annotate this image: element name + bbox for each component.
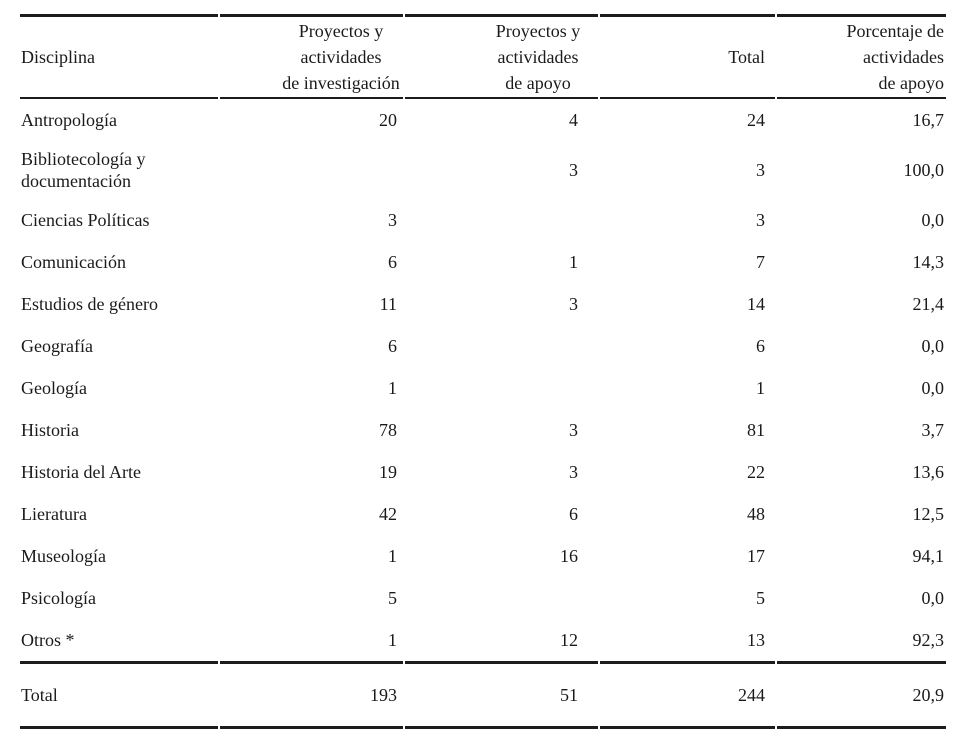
cell-total-apoyo: 51 xyxy=(405,661,598,729)
cell-investigacion: 1 xyxy=(388,378,397,398)
cell-investigacion: 42 xyxy=(379,504,397,524)
table-row-geografia: Geografía 6 6 0,0 xyxy=(20,325,946,367)
cell-disciplina: Historia xyxy=(21,420,79,440)
cell-disciplina: Museología xyxy=(21,546,106,566)
cell-investigacion xyxy=(220,141,403,199)
table-row-total: Total 193 51 244 20,9 xyxy=(20,661,946,729)
cell-porcentaje: 0,0 xyxy=(921,588,945,608)
cell-total: 5 xyxy=(756,588,765,608)
cell-porcentaje: 3,7 xyxy=(921,420,945,440)
cell-porcentaje: 94,1 xyxy=(912,546,945,566)
cell-apoyo: 16 xyxy=(560,546,578,566)
cell-total: 13 xyxy=(747,630,765,650)
cell-total: 6 xyxy=(756,336,765,356)
cell-disciplina: Geografía xyxy=(21,336,93,356)
cell-total: 24 xyxy=(747,110,765,130)
table-header: Disciplina Proyectos y actividades de in… xyxy=(20,14,946,99)
cell-porcentaje: 0,0 xyxy=(921,378,945,398)
cell-disciplina: Psicología xyxy=(21,588,96,608)
cell-porcentaje: 14,3 xyxy=(912,252,945,272)
cell-total: 3 xyxy=(756,160,765,180)
cell-apoyo: 3 xyxy=(569,294,578,314)
cell-investigacion: 6 xyxy=(388,336,397,356)
cell-apoyo: 4 xyxy=(569,110,578,130)
cell-disciplina: Bibliotecología y documentación xyxy=(21,149,146,191)
disciplines-table: Disciplina Proyectos y actividades de in… xyxy=(18,14,948,729)
cell-total: 14 xyxy=(747,294,765,314)
cell-total-total: 244 xyxy=(600,661,775,729)
column-header-disciplina: Disciplina xyxy=(20,14,218,99)
table-row-ciencias-politicas: Ciencias Políticas 3 3 0,0 xyxy=(20,199,946,241)
table-row-historia-del-arte: Historia del Arte 19 3 22 13,6 xyxy=(20,451,946,493)
table-row-geologia: Geología 1 1 0,0 xyxy=(20,367,946,409)
cell-disciplina: Lieratura xyxy=(21,504,87,524)
table-row-estudios-genero: Estudios de género 11 3 14 21,4 xyxy=(20,283,946,325)
column-header-total: Total xyxy=(600,14,775,99)
cell-total: 7 xyxy=(756,252,765,272)
cell-disciplina: Historia del Arte xyxy=(21,462,141,482)
cell-apoyo: 12 xyxy=(560,630,578,650)
cell-disciplina: Antropología xyxy=(21,110,117,130)
cell-total: 48 xyxy=(747,504,765,524)
cell-disciplina: Comunicación xyxy=(21,252,126,272)
cell-apoyo xyxy=(405,199,598,241)
cell-porcentaje: 0,0 xyxy=(921,210,945,230)
cell-investigacion: 5 xyxy=(388,588,397,608)
table-row-antropologia: Antropología 20 4 24 16,7 xyxy=(20,99,946,141)
cell-apoyo xyxy=(405,325,598,367)
header-row: Disciplina Proyectos y actividades de in… xyxy=(20,14,946,99)
column-header-porcentaje-apoyo: Porcentaje de actividades de apoyo xyxy=(777,14,946,99)
cell-porcentaje: 100,0 xyxy=(903,160,945,180)
column-header-proyectos-apoyo: Proyectos y actividades de apoyo xyxy=(405,14,598,99)
table-row-museologia: Museología 1 16 17 94,1 xyxy=(20,535,946,577)
cell-porcentaje: 13,6 xyxy=(912,462,945,482)
cell-investigacion: 6 xyxy=(388,252,397,272)
cell-total: 17 xyxy=(747,546,765,566)
cell-disciplina: Otros * xyxy=(21,630,75,650)
cell-investigacion: 11 xyxy=(379,294,397,314)
cell-total: 22 xyxy=(747,462,765,482)
table-body: Antropología 20 4 24 16,7 Bibliotecologí… xyxy=(20,99,946,729)
table-row-otros: Otros * 1 12 13 92,3 xyxy=(20,619,946,661)
cell-porcentaje: 16,7 xyxy=(912,110,945,130)
cell-disciplina: Estudios de género xyxy=(21,294,158,314)
table-row-historia: Historia 78 3 81 3,7 xyxy=(20,409,946,451)
cell-porcentaje: 0,0 xyxy=(921,336,945,356)
cell-apoyo xyxy=(405,367,598,409)
cell-investigacion: 1 xyxy=(388,630,397,650)
cell-investigacion: 20 xyxy=(379,110,397,130)
cell-apoyo: 3 xyxy=(569,462,578,482)
table-row-bibliotecologia: Bibliotecología y documentación 3 3 100,… xyxy=(20,141,946,199)
cell-total-label: Total xyxy=(20,661,218,729)
cell-apoyo: 3 xyxy=(569,160,578,180)
cell-total: 3 xyxy=(756,210,765,230)
cell-disciplina: Ciencias Políticas xyxy=(21,210,150,230)
cell-investigacion: 78 xyxy=(379,420,397,440)
cell-total: 1 xyxy=(756,378,765,398)
cell-total-porcentaje: 20,9 xyxy=(777,661,946,729)
cell-apoyo xyxy=(405,577,598,619)
table-row-psicologia: Psicología 5 5 0,0 xyxy=(20,577,946,619)
cell-disciplina: Geología xyxy=(21,378,87,398)
cell-porcentaje: 12,5 xyxy=(912,504,945,524)
cell-investigacion: 1 xyxy=(388,546,397,566)
cell-total-investigacion: 193 xyxy=(220,661,403,729)
cell-porcentaje: 92,3 xyxy=(912,630,945,650)
cell-investigacion: 19 xyxy=(379,462,397,482)
column-header-proyectos-investigacion: Proyectos y actividades de investigación xyxy=(220,14,403,99)
table-row-comunicacion: Comunicación 6 1 7 14,3 xyxy=(20,241,946,283)
cell-apoyo: 1 xyxy=(569,252,578,272)
cell-total: 81 xyxy=(747,420,765,440)
cell-apoyo: 3 xyxy=(569,420,578,440)
cell-porcentaje: 21,4 xyxy=(912,294,945,314)
table-row-lieratura: Lieratura 42 6 48 12,5 xyxy=(20,493,946,535)
cell-investigacion: 3 xyxy=(388,210,397,230)
cell-apoyo: 6 xyxy=(569,504,578,524)
